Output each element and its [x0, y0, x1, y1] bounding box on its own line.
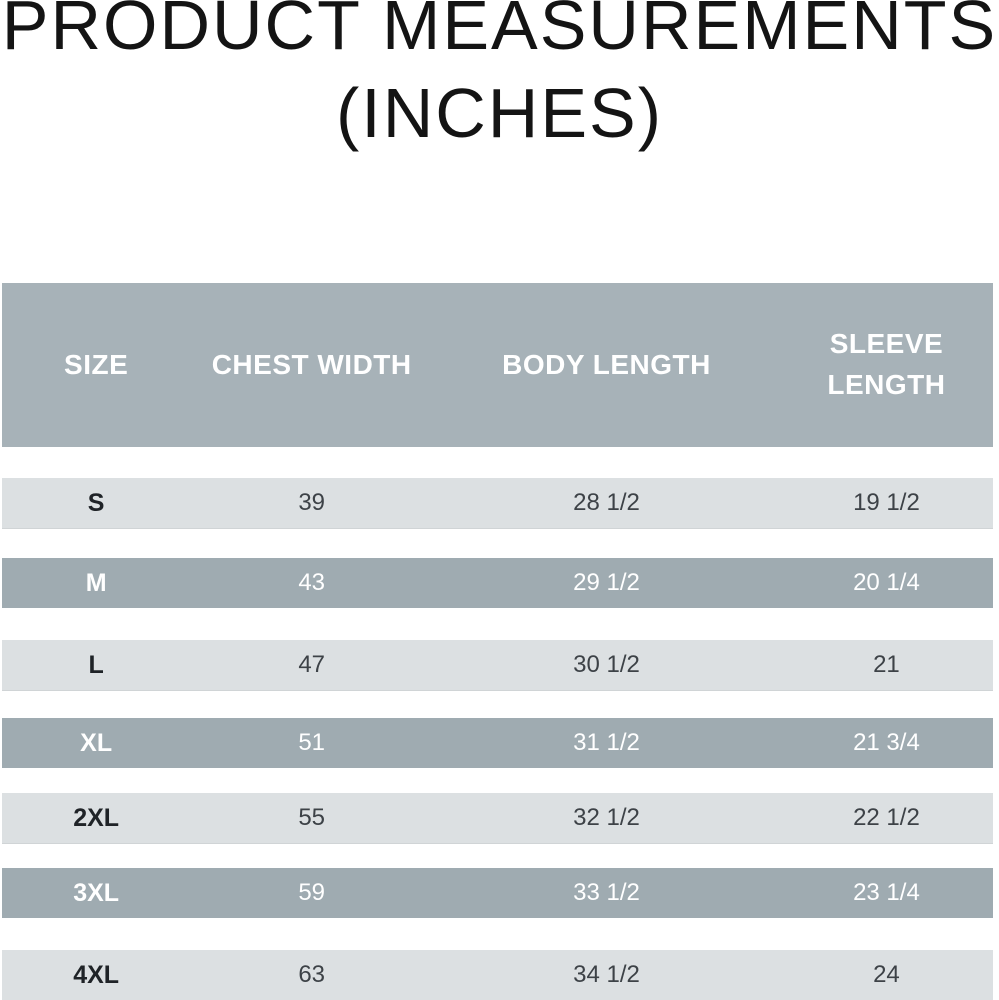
size-cell: M — [85, 568, 107, 597]
title-line-2: (INCHES) — [335, 74, 664, 152]
body-length-cell: 29 1/2 — [573, 569, 640, 596]
page-title: PRODUCT MEASUREMENTS (INCHES) — [0, 0, 999, 157]
sleeve-length-cell: 20 1/4 — [853, 569, 920, 596]
table-row-s: S 39 28 1/2 19 1/2 — [2, 478, 993, 529]
chest-width-cell: 59 — [298, 879, 326, 906]
size-cell: 4XL — [73, 960, 120, 989]
column-header-body-length: BODY LENGTH — [502, 348, 711, 380]
body-length-cell: 32 1/2 — [573, 804, 640, 831]
sleeve-length-cell: 21 3/4 — [853, 729, 920, 756]
body-length-cell: 33 1/2 — [573, 879, 640, 906]
chest-width-cell: 47 — [298, 651, 326, 678]
chest-width-cell: 63 — [298, 961, 326, 988]
table-row-xl: XL 51 31 1/2 21 3/4 — [2, 718, 993, 768]
sleeve-length-cell: 24 — [873, 961, 900, 988]
title-line-1: PRODUCT MEASUREMENTS — [1, 0, 998, 64]
size-cell: L — [88, 650, 104, 679]
sleeve-length-cell: 23 1/4 — [853, 879, 920, 906]
column-header-chest-width: CHEST WIDTH — [211, 348, 412, 380]
chest-width-cell: 43 — [298, 569, 326, 596]
table-header-row: SIZE CHEST WIDTH BODY LENGTH SLEEVE LENGTH — [2, 283, 993, 447]
table-row-m: M 43 29 1/2 20 1/4 — [2, 558, 993, 608]
chest-width-cell: 39 — [298, 489, 326, 516]
chest-width-cell: 55 — [298, 804, 326, 831]
sleeve-length-cell: 19 1/2 — [853, 489, 920, 516]
column-header-sleeve-length: SLEEVE LENGTH — [827, 328, 946, 400]
chest-width-cell: 51 — [298, 729, 326, 756]
body-length-cell: 34 1/2 — [573, 961, 640, 988]
table-row-3xl: 3XL 59 33 1/2 23 1/4 — [2, 868, 993, 918]
body-length-cell: 30 1/2 — [573, 651, 640, 678]
table-row-2xl: 2XL 55 32 1/2 22 1/2 — [2, 793, 993, 844]
body-length-cell: 28 1/2 — [573, 489, 640, 516]
size-cell: 3XL — [73, 878, 120, 907]
sleeve-length-cell: 22 1/2 — [853, 804, 920, 831]
size-cell: 2XL — [73, 803, 120, 832]
sleeve-length-cell: 21 — [873, 651, 900, 678]
table-row-l: L 47 30 1/2 21 — [2, 640, 993, 691]
body-length-cell: 31 1/2 — [573, 729, 640, 756]
size-cell: XL — [80, 728, 113, 757]
column-header-size: SIZE — [64, 348, 129, 380]
table-row-4xl: 4XL 63 34 1/2 24 — [2, 950, 993, 1000]
size-cell: S — [87, 488, 105, 517]
